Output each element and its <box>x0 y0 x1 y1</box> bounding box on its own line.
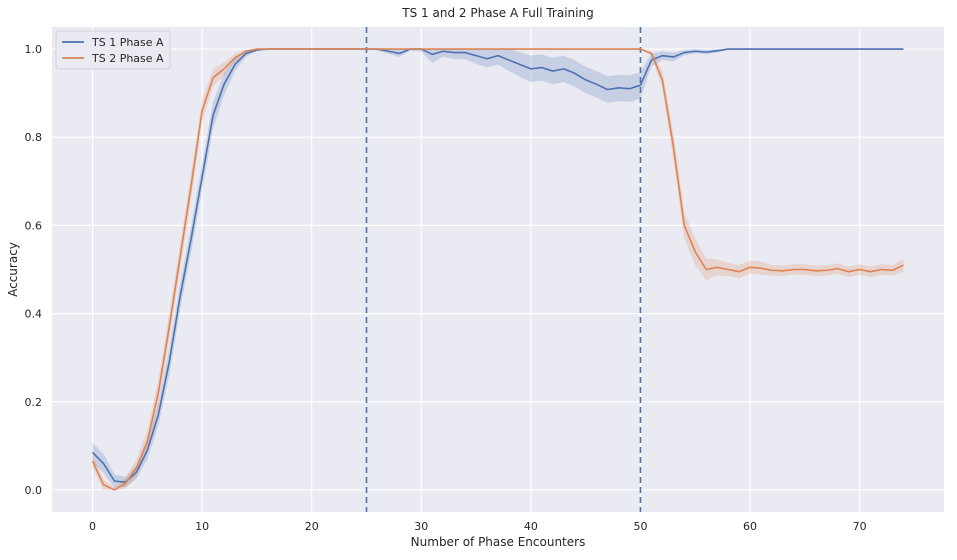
x-tick-label: 40 <box>524 520 538 533</box>
reference-lines <box>365 27 642 512</box>
y-tick-labels: 0.0 0.2 0.4 0.6 0.8 1.0 <box>25 43 43 497</box>
x-tick-label: 60 <box>743 520 757 533</box>
legend-items: TS 1 Phase A TS 2 Phase A <box>62 36 164 65</box>
legend: TS 1 Phase A TS 2 Phase A <box>55 30 171 70</box>
y-tick-label: 0.6 <box>25 219 43 232</box>
x-tick-label: 30 <box>414 520 428 533</box>
x-tick-label: 70 <box>853 520 867 533</box>
series-line-2 <box>91 48 904 491</box>
confidence-band-series-2 <box>92 49 904 490</box>
x-tick-label: 0 <box>89 520 96 533</box>
y-tick-label: 0.0 <box>25 484 43 497</box>
x-tick-labels: 0 10 20 30 40 50 60 70 <box>89 520 867 533</box>
chart-title: TS 1 and 2 Phase A Full Training <box>401 6 593 20</box>
x-tick-label: 20 <box>305 520 319 533</box>
x-axis-label: Number of Phase Encounters <box>411 535 586 549</box>
y-tick-label: 0.8 <box>25 131 43 144</box>
y-tick-label: 1.0 <box>25 43 43 56</box>
y-tick-label: 0.4 <box>25 308 43 321</box>
y-axis-label: Accuracy <box>6 242 20 297</box>
x-tick-label: 10 <box>195 520 209 533</box>
x-tick-label: 50 <box>633 520 647 533</box>
confidence-bands <box>92 49 904 490</box>
legend-label-1: TS 1 Phase A <box>91 36 164 49</box>
series-line-1 <box>91 48 904 483</box>
legend-box <box>55 30 171 70</box>
y-tick-label: 0.2 <box>25 396 43 409</box>
series-lines <box>91 48 904 491</box>
legend-label-2: TS 2 Phase A <box>91 52 164 65</box>
